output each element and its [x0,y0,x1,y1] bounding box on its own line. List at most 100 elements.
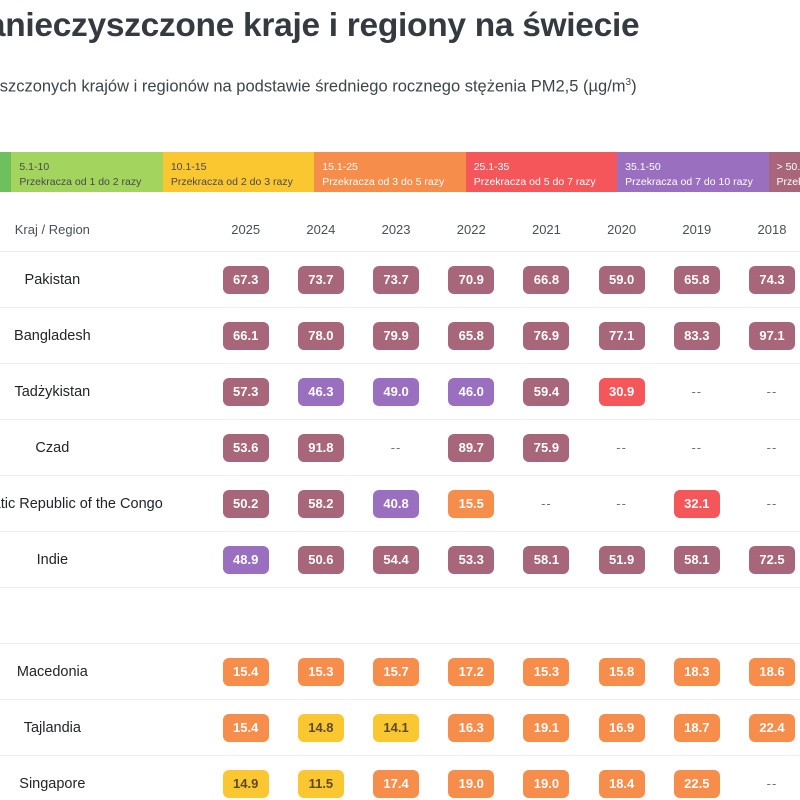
legend-band-description: Przekracza od 1 do 2 razy [19,175,142,188]
pm25-cell-2022: 65.8 [433,307,509,364]
legend-band-range: 5.1-10 [19,160,50,173]
pm25-value-pill: 18.6 [749,657,795,686]
table-row[interactable]: 30Macedonia15.415.315.717.215.315.818.31… [0,643,800,700]
pm25-value-pill: 19.0 [523,769,570,798]
pm25-value-pill: 17.2 [448,657,495,686]
pm25-cell-2025: 50.2 [208,475,284,532]
pm25-cell-2022: 19.0 [433,755,509,800]
pm25-value-pill: 16.3 [448,713,495,742]
pm25-value-pill: 53.3 [448,545,495,574]
table-row[interactable]: 31Tajlandia15.414.814.116.319.116.918.72… [0,699,800,756]
pm25-cell-2021: 66.8 [508,251,585,308]
column-header-2022[interactable]: 2022 [433,210,509,252]
pm25-cell-2019: 22.5 [659,755,735,800]
pm25-value-pill: 40.8 [373,489,420,518]
pm25-cell-2023: 79.9 [358,307,434,364]
country-name-cell[interactable]: Tajlandia [0,699,209,756]
country-name-cell[interactable]: Czad [0,419,209,476]
column-header-country[interactable]: Kraj / Region [0,210,209,252]
country-name-cell[interactable] [0,587,209,644]
pm25-cell-2021: 76.9 [508,307,585,364]
pm25-value-pill: 58.1 [673,545,720,574]
pm25-value-pill: 72.5 [749,545,795,574]
pm25-cell-2019: -- [659,363,735,420]
pm25-cell-2018: -- [734,363,800,420]
no-data-marker: -- [616,495,627,511]
pm25-cell-2021 [508,587,585,644]
legend-band-3: 15.1-25 Przekracza od 3 do 5 razy [314,152,466,192]
pm25-cell-2018: 18.6 [734,643,800,700]
pm25-value-pill: 15.7 [373,657,420,686]
column-header-2024[interactable]: 2024 [283,210,359,252]
pm25-value-pill: 15.4 [222,713,269,742]
table-row[interactable]: 6Indie48.950.654.453.358.151.958.172.51,… [0,531,800,588]
country-name-cell[interactable]: Singapore [0,755,209,800]
pm25-value-pill: 91.8 [297,433,344,462]
table-row[interactable]: 32Singapore14.911.517.419.019.018.422.5-… [0,755,800,800]
pm25-value-pill: 22.4 [749,713,795,742]
pm25-value-pill: 11.5 [297,769,344,798]
pm25-cell-2022: 46.0 [433,363,509,420]
pm25-value-pill: 78.0 [297,321,344,350]
pm25-value-pill: 49.0 [373,377,420,406]
pm25-value-pill: 18.3 [673,657,720,686]
page-subtitle: Ranking najbardziej zanieczyszczonych kr… [0,48,800,98]
legend-band-0: 0-5Spełnia wytyczne WHO [0,152,12,192]
legend-band-1: 5.1-10 Przekracza od 1 do 2 razy [11,152,163,192]
pm25-cell-2019: 58.1 [659,531,735,588]
table-row[interactable]: 3Tadżykistan57.346.349.046.059.430.9----… [0,363,800,420]
pm25-cell-2024 [283,587,359,644]
pm25-cell-2024: 50.6 [283,531,359,588]
pm25-cell-2021: 19.0 [508,755,585,800]
pm25-cell-2024: 15.3 [283,643,359,700]
pm25-value-pill: 32.1 [673,489,720,518]
pm25-cell-2024: 46.3 [283,363,359,420]
pm25-cell-2020: 77.1 [584,307,660,364]
country-name-cell[interactable]: Indie [0,531,209,588]
pm25-value-pill: 46.3 [297,377,344,406]
pm25-cell-2019: 18.3 [659,643,735,700]
table-row[interactable]: 5Democratic Republic of the Congo50.258.… [0,475,800,532]
column-header-2023[interactable]: 2023 [358,210,434,252]
legend-band-description: Przekracza od 3 do 5 razy [322,175,445,188]
column-header-2021[interactable]: 2021 [508,210,585,252]
pm25-value-pill: 73.7 [297,265,344,294]
pm25-value-pill: 22.5 [673,769,720,798]
table-body: 1Pakistan67.373.773.770.966.859.065.874.… [0,251,800,800]
table-row[interactable]: 4Czad53.691.8--89.775.9------17,179,740 [0,419,800,476]
country-name-cell[interactable]: Tadżykistan [0,363,209,420]
pm25-value-pill: 59.0 [598,265,645,294]
legend-band-description: Spełnia wytyczne WHO [0,175,3,190]
pm25-cell-2020: 15.8 [584,643,660,700]
table-row[interactable]: 2Bangladesh66.178.079.965.876.977.183.39… [0,307,800,364]
pm25-value-pill: 73.7 [373,265,420,294]
country-name-cell[interactable]: Bangladesh [0,307,209,364]
pm25-value-pill: 59.4 [523,377,570,406]
pm25-value-pill: 66.1 [222,321,269,350]
column-header-2019[interactable]: 2019 [659,210,735,252]
country-name-cell[interactable]: Pakistan [0,251,209,308]
pm25-cell-2022: 16.3 [433,699,509,756]
column-header-2020[interactable]: 2020 [584,210,660,252]
ranking-table: # Kraj / Region 2025 2024 2023 2022 2021… [0,210,800,800]
pm25-value-pill: 65.8 [448,321,495,350]
pm25-value-pill: 74.3 [749,265,795,294]
table-row[interactable]: 1Pakistan67.373.773.770.966.859.065.874.… [0,251,800,308]
pm25-cell-2023: 54.4 [358,531,434,588]
country-name-cell[interactable]: Macedonia [0,643,209,700]
column-header-2018[interactable]: 2018 [734,210,800,252]
pm25-cell-2018: -- [734,475,800,532]
pm25-cell-2019: 83.3 [659,307,735,364]
table-row[interactable] [0,587,800,644]
pm25-cell-2024: 14.8 [283,699,359,756]
pm25-value-pill: 18.7 [673,713,720,742]
pm25-value-pill: 19.0 [448,769,495,798]
no-data-marker: -- [616,439,627,455]
ranking-table-wrap: # Kraj / Region 2025 2024 2023 2022 2021… [0,210,800,800]
country-name-cell[interactable]: Democratic Republic of the Congo [0,475,209,532]
pm25-cell-2025: 15.4 [208,699,284,756]
column-header-2025[interactable]: 2025 [208,210,284,252]
pm25-cell-2022: 70.9 [433,251,509,308]
legend-band-range: 15.1-25 [322,160,358,173]
